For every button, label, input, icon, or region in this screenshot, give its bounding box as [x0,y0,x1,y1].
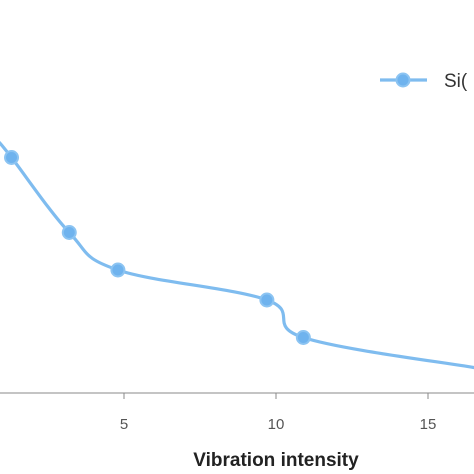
legend-label: Si( [444,71,468,92]
series-line [0,140,474,370]
x-tick-label: 10 [268,416,285,433]
x-tick-label: 15 [420,416,437,433]
legend-marker [395,72,411,88]
data-point [295,330,311,345]
data-point [61,225,77,240]
legend: Si( [380,71,468,92]
x-tick-label: 5 [120,416,128,433]
data-point [4,150,20,165]
x-axis-label: Vibration intensity [193,450,359,471]
data-point [110,262,126,278]
x-ticks: 5 10 15 [120,393,437,433]
data-point [259,292,275,308]
series-points [4,150,311,345]
